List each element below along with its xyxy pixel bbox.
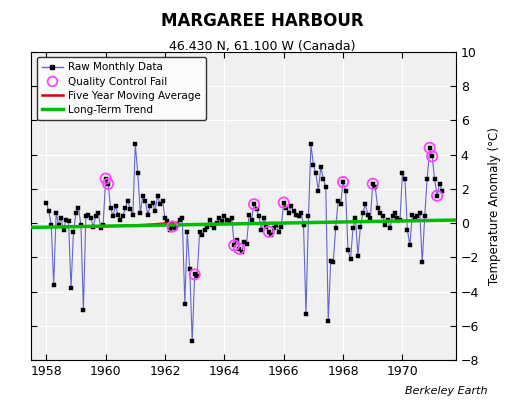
- Point: [102, 176, 110, 182]
- Point: [279, 199, 288, 206]
- Point: [230, 242, 238, 248]
- Point: [250, 201, 258, 208]
- Point: [168, 223, 177, 230]
- Point: [368, 180, 377, 187]
- Point: [235, 246, 244, 252]
- Point: [191, 271, 199, 278]
- Point: [433, 192, 441, 199]
- Text: MARGAREE HARBOUR: MARGAREE HARBOUR: [161, 12, 363, 30]
- Y-axis label: Temperature Anomaly (°C): Temperature Anomaly (°C): [487, 127, 500, 285]
- Point: [425, 145, 434, 151]
- Point: [265, 228, 273, 235]
- Text: 46.430 N, 61.100 W (Canada): 46.430 N, 61.100 W (Canada): [169, 40, 355, 53]
- Text: Berkeley Earth: Berkeley Earth: [405, 386, 487, 396]
- Legend: Raw Monthly Data, Quality Control Fail, Five Year Moving Average, Long-Term Tren: Raw Monthly Data, Quality Control Fail, …: [37, 57, 206, 120]
- Point: [428, 153, 436, 160]
- Point: [339, 179, 347, 185]
- Point: [104, 180, 112, 187]
